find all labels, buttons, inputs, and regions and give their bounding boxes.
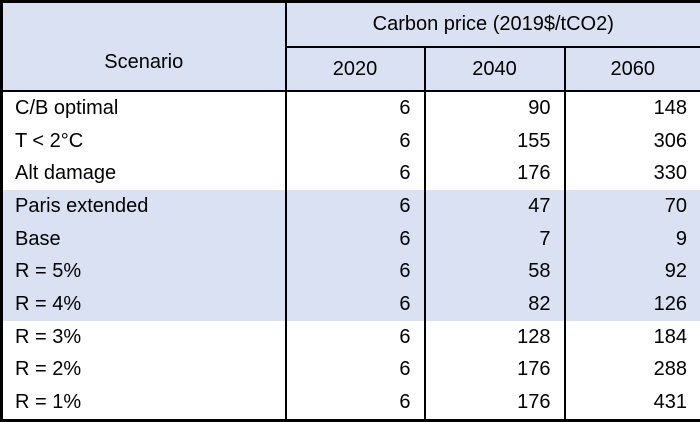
value-2040: 155 — [423, 124, 565, 158]
value-2040: 176 — [423, 157, 565, 191]
value-2060: 288 — [563, 353, 700, 387]
value-2020: 6 — [285, 320, 425, 354]
scenario-label: R = 1% — [1, 386, 287, 421]
table-row: T < 2°C 6 155 306 — [1, 124, 700, 158]
scenario-label: R = 5% — [1, 255, 287, 289]
value-2060: 9 — [563, 222, 700, 256]
scenario-label: R = 3% — [1, 320, 287, 354]
scenario-label: R = 4% — [1, 288, 287, 321]
value-2040: 90 — [423, 91, 565, 125]
value-2020: 6 — [285, 222, 425, 256]
year-header-2020: 2020 — [285, 47, 425, 92]
value-2060: 431 — [563, 386, 700, 421]
scenario-label: Alt damage — [1, 157, 287, 191]
value-2020: 6 — [285, 91, 425, 125]
carbon-price-group-header: Carbon price (2019$/tCO2) — [284, 1, 700, 48]
table-row: Base 6 7 9 — [1, 222, 700, 256]
value-2060: 306 — [563, 124, 700, 158]
group-header-row: Scenario Carbon price (2019$/tCO2) — [1, 1, 700, 92]
scenario-label: Base — [1, 222, 287, 256]
value-2040: 128 — [423, 320, 565, 354]
value-2020: 6 — [285, 386, 425, 421]
table-row: R = 3% 6 128 184 — [1, 320, 700, 354]
value-2060: 330 — [563, 157, 700, 191]
value-2020: 6 — [285, 157, 425, 191]
value-2060: 148 — [563, 91, 700, 125]
table-row: R = 4% 6 82 126 — [1, 288, 700, 321]
year-header-row: 2020 2040 2060 — [2, 47, 700, 92]
year-header-2040: 2040 — [423, 47, 565, 92]
value-2040: 176 — [423, 386, 565, 421]
year-header-2060: 2060 — [563, 47, 700, 92]
scenario-label: C/B optimal — [1, 91, 287, 125]
scenario-label: T < 2°C — [1, 124, 287, 158]
table-row: R = 5% 6 58 92 — [1, 255, 700, 289]
value-2040: 176 — [423, 353, 565, 387]
table-header: Scenario Carbon price (2019$/tCO2) 2020 … — [1, 1, 700, 92]
value-2060: 184 — [563, 320, 700, 354]
value-2020: 6 — [285, 124, 425, 158]
value-2020: 6 — [285, 353, 425, 387]
scenario-label: R = 2% — [1, 353, 287, 387]
table-row: Paris extended 6 47 70 — [1, 190, 700, 223]
table-row: Alt damage 6 176 330 — [1, 157, 700, 191]
value-2020: 6 — [285, 255, 425, 289]
scenario-label: Paris extended — [1, 190, 287, 223]
value-2060: 70 — [563, 190, 700, 223]
table-row: R = 1% 6 176 431 — [1, 386, 700, 421]
value-2020: 6 — [285, 190, 425, 223]
value-2040: 82 — [423, 288, 565, 321]
table-row: C/B optimal 6 90 148 — [1, 91, 700, 125]
value-2040: 47 — [423, 190, 565, 223]
value-2040: 7 — [423, 222, 565, 256]
value-2060: 92 — [563, 255, 700, 289]
table-row: R = 2% 6 176 288 — [1, 353, 700, 387]
value-2020: 6 — [285, 288, 425, 321]
table-body: C/B optimal 6 90 148 T < 2°C 6 155 306 A… — [1, 91, 700, 421]
scenario-column-header: Scenario — [1, 1, 287, 92]
value-2040: 58 — [423, 255, 565, 289]
value-2060: 126 — [563, 288, 700, 321]
